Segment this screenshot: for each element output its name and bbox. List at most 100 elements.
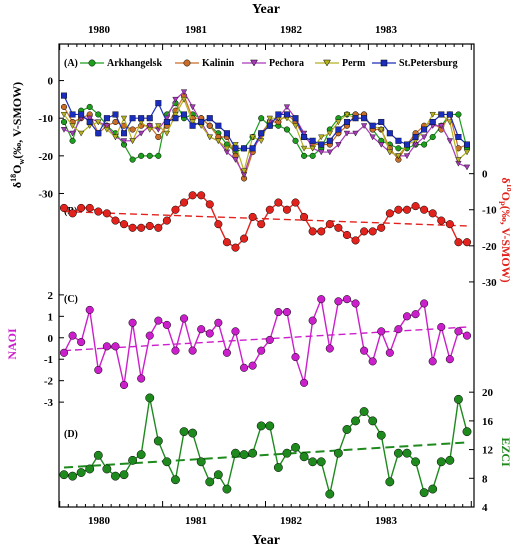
panel-a-data-point [112, 134, 119, 141]
panel-b-data-point [454, 238, 463, 247]
panel-d-data-point [428, 484, 438, 494]
panel-b-data-point [325, 220, 334, 229]
panel-b-data-point [274, 198, 283, 207]
panel-d-data-point [299, 452, 309, 462]
panel-d-label: (D) [64, 429, 78, 440]
panel-a-data-point [258, 115, 265, 122]
panel-c-data-point [188, 346, 197, 355]
panel-d-data-point [453, 394, 463, 404]
legend-label-st-petersburg: St.Petersburg [399, 58, 458, 69]
panel-d-data-point [171, 475, 180, 485]
panel-a-data-point [232, 157, 239, 163]
panel-a-data-point [412, 134, 419, 141]
panel-d-data-point [282, 448, 292, 458]
panel-a-series-line-kalinin [63, 94, 468, 181]
panel-a-data-point [138, 115, 145, 122]
panel-a-data-point [429, 133, 436, 141]
panel-a-data-point [129, 115, 136, 122]
panel-d-y-tick-label: 16 [482, 416, 494, 428]
panel-b-data-point [377, 223, 386, 232]
panel-a-data-point [86, 103, 93, 110]
panel-b-y-tick-label: 0 [482, 169, 488, 181]
panel-b-data-point [368, 227, 377, 236]
panel-c-data-point [179, 314, 189, 323]
panel-c-data-point [154, 316, 163, 325]
panel-b-data-point [240, 234, 249, 243]
panel-d-data-point [291, 442, 300, 452]
panel-a-data-point [420, 134, 428, 141]
panel-a-data-point [95, 119, 102, 126]
panel-c-data-point [437, 322, 446, 332]
panel-d-data-point [368, 416, 378, 426]
panel-d-data-point [273, 463, 283, 472]
panel-a-data-point [455, 134, 462, 141]
panel-c-data-point [111, 342, 120, 351]
panel-a-data-point [318, 141, 325, 148]
panel-a-data-point [155, 133, 162, 141]
panel-a-data-point [283, 111, 290, 118]
panel-a-data-point [455, 111, 462, 118]
panel-a-data-point [395, 153, 402, 160]
panel-a-data-point [69, 137, 76, 144]
panel-a-data-point [206, 115, 213, 122]
panel-a-data-point [223, 130, 230, 137]
panel-d-data-point [342, 425, 352, 434]
panel-b-data-point [300, 212, 309, 222]
panel-c-data-point [274, 307, 283, 317]
panel-a-data-point [335, 126, 342, 133]
panel-a-data-point [258, 138, 265, 145]
panel-a-data-point [172, 112, 179, 118]
panel-a-data-point [326, 137, 333, 144]
panel-a-data-point [309, 137, 316, 144]
panel-b-data-point [111, 216, 120, 225]
panel-d-data-point [402, 448, 412, 458]
panel-d-data-point [411, 457, 421, 467]
panel-d-data-point [385, 477, 395, 487]
panel-a-data-point [275, 111, 282, 118]
legend-label-kalinin: Kalinin [202, 58, 235, 69]
bottom-year-label-1983: 1983 [375, 515, 398, 527]
panel-d-data-point [213, 470, 223, 480]
panel-a-data-point [69, 111, 76, 118]
panel-b-data-point [205, 200, 214, 209]
panel-c-data-point [231, 327, 240, 336]
panel-a-data-point [69, 123, 76, 129]
panel-c-label: (C) [64, 294, 78, 305]
panel-a-data-point [180, 89, 188, 96]
panel-a-y-tick-label: 0 [48, 76, 54, 88]
panel-a-data-point [292, 137, 299, 144]
y-axis-title-panel-d: EZCI [499, 437, 511, 467]
panel-b-data-point [308, 227, 317, 236]
panel-a-data-point [446, 119, 453, 126]
legend-item-perm: Perm [315, 58, 366, 69]
panel-d-data-point [359, 407, 369, 417]
panel-a-data-point [283, 126, 290, 133]
panel-b-data-point [437, 216, 446, 225]
y-axis-title-panel-a: δ18Ow(‰, V-SMOW) [9, 82, 26, 188]
panel-d-data-point [462, 427, 472, 437]
panel-d-y-tick-label: 12 [482, 445, 494, 457]
legend: Arkhangelsk Kalinin Pechora Perm St.Pete… [80, 58, 458, 69]
panel-a-data-point [121, 130, 128, 137]
panel-c-data-point [171, 346, 180, 355]
panel-b-y-tick-label: -20 [482, 241, 497, 253]
panel-a-data-point [232, 145, 239, 152]
panel-a-data-point [95, 111, 102, 118]
panel-c-data-point [394, 325, 403, 334]
panel-b-data-point [214, 220, 223, 229]
panel-a-data-point [378, 118, 385, 125]
panel-b-data-point [462, 238, 472, 247]
panel-d-data-point [265, 421, 275, 431]
panel-a-data-point [301, 134, 308, 141]
panel-c-data-point [351, 299, 360, 308]
panel-c-data-point [265, 335, 274, 344]
panel-b-data-point [119, 220, 129, 229]
panel-c-data-point [128, 318, 137, 327]
panel-a-data-point [429, 118, 436, 125]
panel-b-data-point [428, 209, 437, 218]
panel-a-data-point [146, 152, 153, 159]
panel-a-data-point [120, 138, 128, 145]
panel-a-data-point [181, 111, 188, 118]
panel-c-data-point [145, 331, 154, 340]
panel-a-data-point [86, 115, 93, 122]
